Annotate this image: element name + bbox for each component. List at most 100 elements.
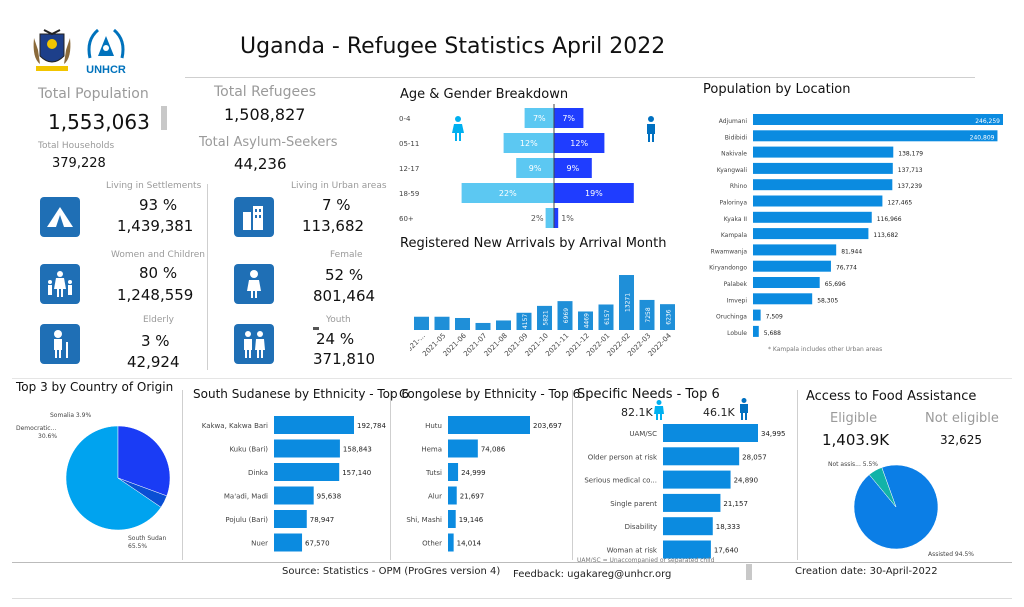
location-bar <box>753 162 893 174</box>
arrivals-data-label: 6236 <box>666 309 673 324</box>
footer-marker <box>746 564 752 580</box>
specific-needs-tick-label: UAM/SC <box>629 430 657 438</box>
ss-ethnicity-bar <box>274 439 340 458</box>
age-tick-label: 18-59 <box>399 190 419 198</box>
footer-source: Source: Statistics - OPM (ProGres versio… <box>282 566 501 577</box>
origin-data-label: South Sudan <box>128 535 166 542</box>
congo-ethnicity-bar <box>448 463 459 481</box>
female-pct: 52 % <box>325 266 364 284</box>
origin-data-label: Democratic... <box>16 425 56 432</box>
page-title: Uganda - Refugee Statistics April 2022 <box>240 34 666 59</box>
female-figure-icon <box>452 116 464 146</box>
specific-needs-bar <box>663 424 758 442</box>
bottom-divider <box>12 378 1012 379</box>
specific-needs-chart: UAM/SC 34,995 Older person at risk 28,057 Se… <box>584 424 786 559</box>
specific-needs-tick-label: Disability <box>625 523 657 531</box>
congo-ethnicity-tick-label: Hutu <box>425 422 442 430</box>
congo-ethnicity-tick-label: Alur <box>428 493 442 501</box>
total-households-value: 379,228 <box>52 156 106 171</box>
specific-needs-data-label: 18,333 <box>716 523 741 531</box>
elderly-label: Elderly <box>143 315 174 325</box>
footer-bottom-rule <box>12 598 1012 599</box>
women-children-value: 1,248,559 <box>117 286 194 304</box>
ss-ethnicity-title: South Sudanese by Ethnicity - Top 6 <box>193 387 410 401</box>
location-data-label: 58,305 <box>817 297 838 304</box>
elderly-value: 42,924 <box>127 353 180 371</box>
location-bar <box>753 114 1003 125</box>
eligible-value: 1,403.9K <box>822 431 890 449</box>
age-gender-chart: 0-4 7% 7% 05-11 12% 12% 12-17 9% 9% 18-59 22% 19% 60… <box>399 104 634 228</box>
congo-ethnicity-tick-label: Other <box>422 540 442 548</box>
age-female-label: 22% <box>499 189 517 198</box>
food-title: Access to Food Assistance <box>806 389 977 404</box>
settlements-pct: 93 % <box>139 196 178 214</box>
age-male-bar <box>554 208 559 228</box>
specific-needs-title: Specific Needs - Top 6 <box>577 387 720 402</box>
age-male-bar <box>554 108 584 128</box>
age-female-bar <box>503 133 554 153</box>
kpi-vertical-divider <box>207 184 208 370</box>
elderly-pct: 3 % <box>141 332 170 350</box>
location-tick-label: Imvepi <box>727 297 748 304</box>
arrivals-bar <box>619 275 634 330</box>
ss-ethnicity-tick-label: Dinka <box>248 469 268 477</box>
needs-male-value: 46.1K <box>703 406 735 419</box>
panel-divider-4 <box>797 390 798 560</box>
ss-ethnicity-tick-label: Ma'adi, Madi <box>224 493 268 501</box>
settlements-label: Living in Settlements <box>106 181 202 191</box>
age-tick-label: 60+ <box>399 215 414 223</box>
origin-slice <box>65 425 162 531</box>
age-female-label: 7% <box>533 114 546 123</box>
urban-buildings-icon <box>234 197 274 237</box>
location-tick-label: Rwamwanja <box>711 248 748 255</box>
arrivals-bar <box>639 299 655 330</box>
unhcr-logo-icon: UNHCR <box>82 26 130 76</box>
ss-ethnicity-tick-label: Kuku (Bari) <box>229 446 268 454</box>
total-population-value: 1,553,063 <box>48 110 150 134</box>
ss-ethnicity-bar <box>274 463 340 481</box>
footer-feedback[interactable]: Feedback: ugakareg@unhcr.org <box>513 569 672 580</box>
age-male-label: 19% <box>585 189 603 198</box>
location-tick-label: Rhino <box>730 183 747 190</box>
specific-needs-data-label: 21,157 <box>723 500 748 508</box>
youth-icon <box>234 324 274 364</box>
ss-ethnicity-bar <box>274 416 354 434</box>
congo-ethnicity-data-label: 14,014 <box>457 540 482 548</box>
age-female-bar <box>524 108 554 128</box>
congo-ethnicity-chart: Hutu 203,697 Hema 74,086 Tutsi 24,999 Alur 21,6… <box>406 416 562 552</box>
unhcr-logo-text: UNHCR <box>86 64 126 76</box>
specific-needs-bar <box>663 493 721 512</box>
age-female-label: 2% <box>531 214 544 223</box>
elderly-icon <box>40 324 80 364</box>
age-gender-title: Age & Gender Breakdown <box>400 87 569 102</box>
ss-ethnicity-chart: Kakwa, Kakwa Bari 192,784 Kuku (Bari) 158,8… <box>202 416 386 552</box>
total-refugees-label: Total Refugees <box>214 84 317 100</box>
ss-ethnicity-bar <box>274 486 314 505</box>
age-female-label: 12% <box>520 139 538 148</box>
arrivals-bar <box>414 316 429 330</box>
arrivals-bar <box>537 305 552 330</box>
congo-ethnicity-bar <box>448 439 478 458</box>
kpi-separator <box>161 106 167 130</box>
eligible-label: Eligible <box>830 411 878 426</box>
specific-needs-tick-label: Serious medical co... <box>584 477 657 485</box>
tent-icon <box>40 197 80 237</box>
total-population-label: Total Population <box>38 86 149 102</box>
congo-ethnicity-bar <box>448 486 457 505</box>
congo-ethnicity-data-label: 203,697 <box>533 422 562 430</box>
location-tick-label: Bidibidi <box>725 134 748 141</box>
total-asylum-value: 44,236 <box>234 155 287 173</box>
age-male-bar <box>554 158 592 178</box>
location-tick-label: Lobule <box>727 330 747 337</box>
not-eligible-value: 32,625 <box>940 433 982 447</box>
age-male-bar <box>554 133 605 153</box>
location-bar <box>753 325 759 337</box>
origin-data-label: 30.6% <box>38 433 57 440</box>
specific-needs-bar <box>663 470 731 489</box>
location-bar <box>753 195 883 207</box>
congo-ethnicity-tick-label: Hema <box>421 446 442 454</box>
specific-needs-tick-label: Woman at risk <box>607 547 658 555</box>
arrivals-title: Registered New Arrivals by Arrival Month <box>400 236 667 251</box>
specific-needs-data-label: 17,640 <box>714 547 739 555</box>
female-value: 801,464 <box>313 287 376 305</box>
